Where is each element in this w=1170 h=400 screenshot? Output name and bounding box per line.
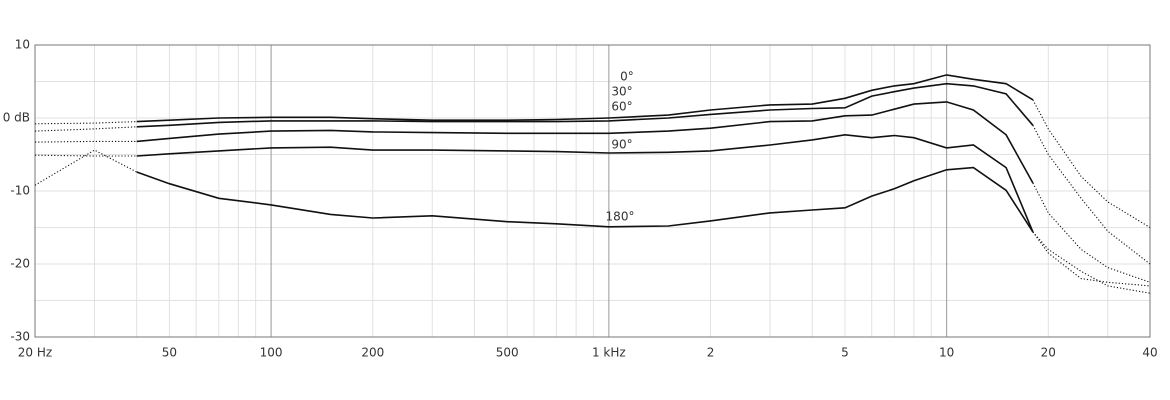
plot-frame xyxy=(34,44,1151,338)
y-tick-label: -20 xyxy=(10,257,30,271)
x-tick-label: 500 xyxy=(496,346,519,360)
y-tick-label: -30 xyxy=(10,330,30,344)
x-tick-label: 5 xyxy=(841,346,849,360)
y-tick-label: 10 xyxy=(15,38,30,52)
x-tick-label: 10 xyxy=(939,346,954,360)
extrapolated-line xyxy=(34,149,1151,287)
y-tick-label: 0 dB xyxy=(3,111,30,125)
response-line xyxy=(136,74,1034,123)
x-tick-label: 40 xyxy=(1142,346,1157,360)
response-line xyxy=(136,133,1034,233)
extrapolated-line xyxy=(34,140,1151,283)
series-label: 30° xyxy=(611,85,632,99)
x-tick-label: 20 Hz xyxy=(18,346,52,360)
x-tick-label: 20 xyxy=(1041,346,1056,360)
series-label: 60° xyxy=(611,100,632,114)
x-tick-label: 2 xyxy=(707,346,715,360)
response-line xyxy=(136,166,1034,233)
x-tick-label: 50 xyxy=(162,346,177,360)
response-line xyxy=(136,101,1034,184)
y-tick-label: -10 xyxy=(10,184,30,198)
x-tick-label: 100 xyxy=(260,346,283,360)
extrapolated-line xyxy=(34,99,1151,228)
x-tick-label: 1 kHz xyxy=(592,346,626,360)
x-tick-label: 200 xyxy=(361,346,384,360)
series-label: 90° xyxy=(611,138,632,152)
series-label: 0° xyxy=(620,70,634,84)
series-label: 180° xyxy=(606,210,635,224)
extrapolated-line xyxy=(34,125,1151,265)
response-line xyxy=(136,82,1034,128)
extrapolated-line xyxy=(34,154,1151,294)
